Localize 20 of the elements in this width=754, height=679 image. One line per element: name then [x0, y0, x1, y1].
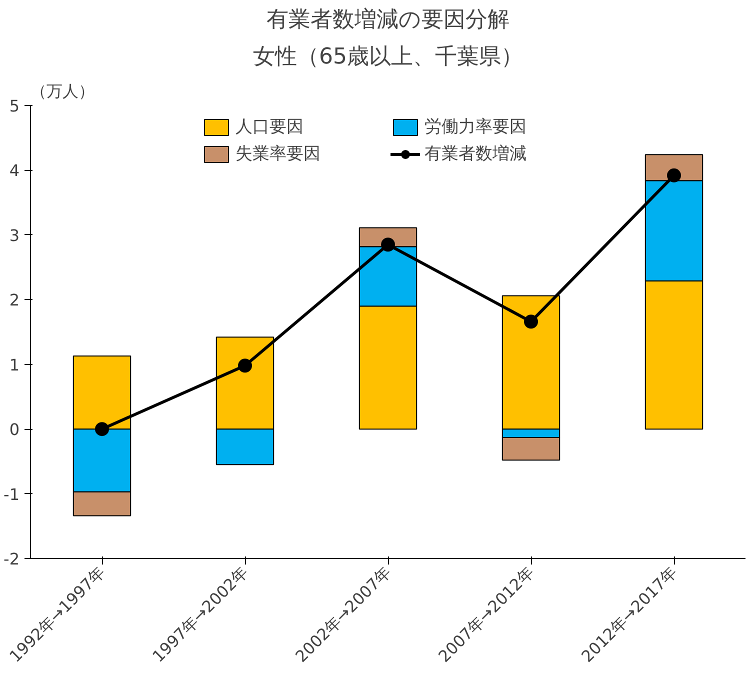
legend-label: 労働力率要因 — [424, 116, 528, 138]
legend-label: 失業率要因 — [236, 143, 322, 165]
y-axis-title: （万人） — [30, 82, 94, 100]
y-tick-label: -2 — [4, 550, 20, 568]
point — [667, 168, 681, 182]
point — [524, 314, 538, 329]
y-tick-label: 5 — [9, 96, 20, 116]
point — [238, 358, 252, 373]
y-tick-label: 4 — [9, 161, 20, 180]
y-tick-label: 3 — [9, 226, 20, 245]
y-tick-label: -1 — [4, 484, 20, 504]
chart-subtitle: 女性（65歳以上、千葉県） — [253, 44, 524, 70]
point — [381, 238, 395, 252]
point — [95, 422, 109, 436]
y-tick-label: 1 — [9, 355, 20, 374]
chart-title: 有業者数増減の要因分解 — [266, 8, 510, 32]
legend-label: 有業者数増減 — [424, 143, 528, 165]
y-tick-label: 2 — [9, 290, 20, 310]
legend-label: 人口要因 — [236, 116, 304, 138]
y-tick-label: 0 — [9, 420, 20, 440]
